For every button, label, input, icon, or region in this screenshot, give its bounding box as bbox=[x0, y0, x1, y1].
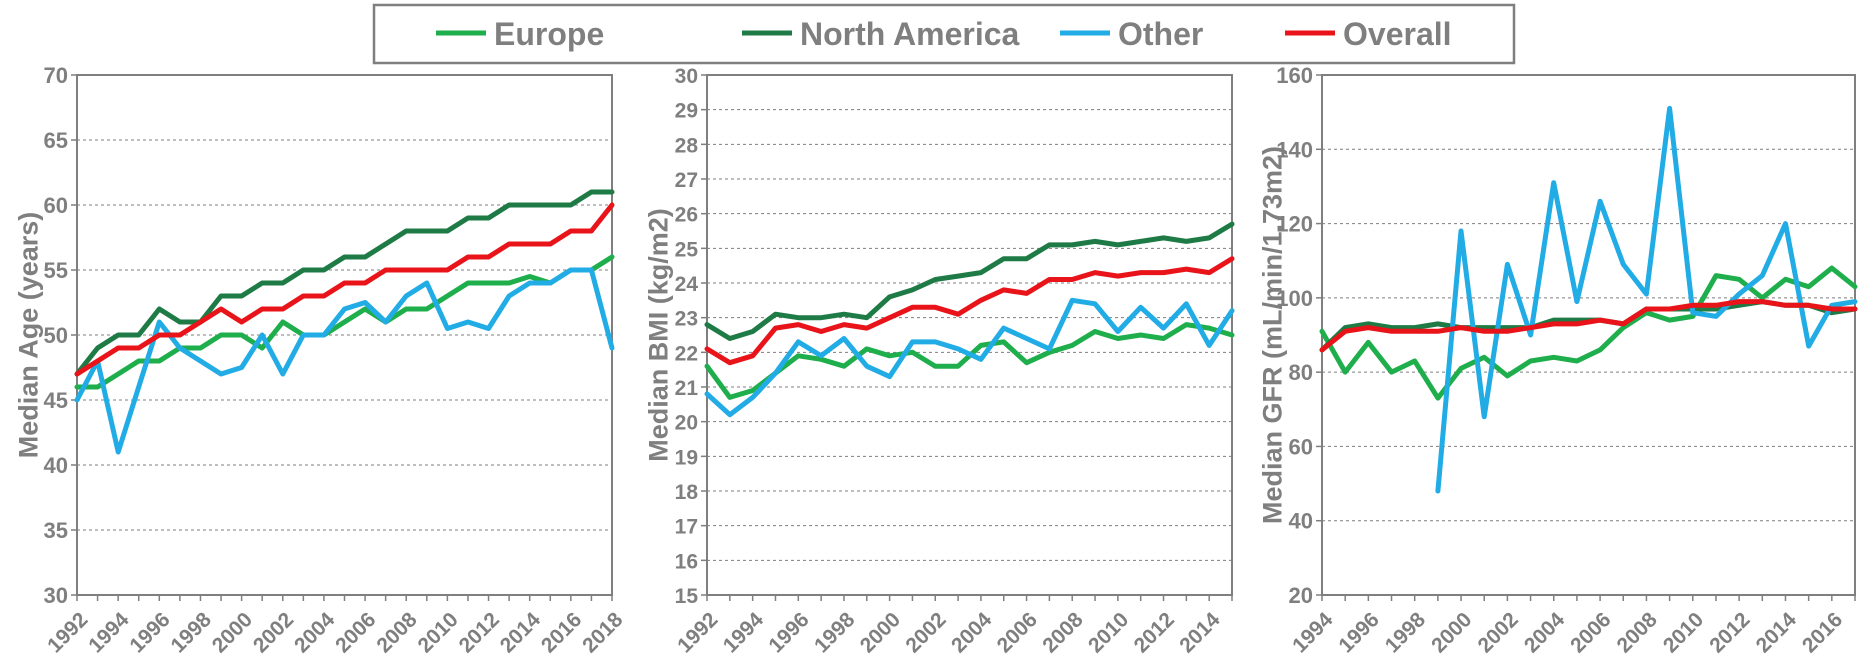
legend-label-europe: Europe bbox=[494, 16, 604, 52]
x-tick-label: 2016 bbox=[1798, 608, 1847, 657]
x-tick-label: 2012 bbox=[455, 608, 504, 657]
x-tick-label: 2016 bbox=[537, 608, 586, 657]
y-tick-label: 20 bbox=[1289, 583, 1313, 608]
x-tick-label: 2006 bbox=[993, 608, 1042, 657]
x-tick-label: 2000 bbox=[208, 608, 257, 657]
x-tick-label: 2010 bbox=[414, 608, 463, 657]
x-tick-label: 1996 bbox=[1334, 608, 1383, 657]
y-tick-label: 24 bbox=[675, 273, 699, 296]
age-chart-panel: 3035404550556065701992199419961998200020… bbox=[13, 63, 627, 657]
gfr-chart-panel: 20 40 60 80 100 120 140 160 19941996199820002002… bbox=[1257, 63, 1858, 658]
x-tick-label: 2004 bbox=[947, 608, 997, 658]
x-tick-label: 1998 bbox=[810, 608, 860, 658]
series-line-overall bbox=[704, 256, 1235, 366]
y-tick-label: 23 bbox=[675, 308, 698, 331]
y-tick-label: 25 bbox=[675, 238, 699, 261]
x-tick-label: 2002 bbox=[249, 608, 298, 657]
x-tick-label: 1998 bbox=[167, 608, 217, 658]
x-tick-label: 2008 bbox=[372, 608, 422, 658]
y-tick-label: 40 bbox=[44, 453, 68, 478]
y-tick-label: 17 bbox=[675, 516, 698, 539]
series-line-overall bbox=[1319, 299, 1858, 353]
y-tick-label: 70 bbox=[44, 63, 68, 88]
x-tick-label: 1994 bbox=[1288, 608, 1338, 658]
x-tick-label: 2002 bbox=[1474, 608, 1523, 657]
x-tick-label: 1994 bbox=[84, 608, 134, 658]
series-line-overall bbox=[74, 202, 615, 377]
x-tick-label: 1996 bbox=[764, 608, 813, 657]
y-tick-label: 15 bbox=[675, 585, 699, 608]
series-line-europe bbox=[1319, 265, 1858, 401]
y-tick-label: 45 bbox=[44, 388, 68, 413]
x-tick-label: 2000 bbox=[1427, 608, 1476, 657]
series-line-other bbox=[704, 297, 1235, 418]
x-tick-label: 2012 bbox=[1705, 608, 1754, 657]
series-line-north-america bbox=[74, 189, 615, 377]
series-line-north-america bbox=[1319, 299, 1858, 353]
x-tick-label: 2006 bbox=[331, 608, 380, 657]
legend-label-other: Other bbox=[1118, 16, 1203, 52]
x-tick-label: 2014 bbox=[1752, 608, 1802, 658]
x-tick-label: 2000 bbox=[856, 608, 905, 657]
x-tick-label: 2014 bbox=[1175, 608, 1225, 658]
y-tick-label: 28 bbox=[675, 134, 699, 157]
y-axis-label: Median BMI (kg/m2) bbox=[643, 208, 673, 462]
x-tick-label: 2014 bbox=[496, 608, 546, 658]
x-tick-label: 2002 bbox=[901, 608, 950, 657]
y-tick-label: 160 bbox=[1276, 63, 1313, 88]
y-tick-label: 20 bbox=[675, 412, 698, 435]
x-tick-label: 2008 bbox=[1038, 608, 1088, 658]
x-tick-label: 1996 bbox=[125, 608, 174, 657]
y-tick-label: 50 bbox=[44, 323, 68, 348]
y-tick-label: 55 bbox=[44, 258, 68, 283]
x-tick-label: 2008 bbox=[1613, 608, 1663, 658]
x-tick-label: 1992 bbox=[43, 608, 92, 657]
x-tick-label: 2004 bbox=[1520, 608, 1570, 658]
y-tick-label: 65 bbox=[44, 128, 68, 153]
y-tick-label: 26 bbox=[675, 204, 698, 227]
y-tick-label: 27 bbox=[675, 169, 698, 192]
x-tick-label: 1992 bbox=[673, 608, 722, 657]
y-tick-label: 100 bbox=[1276, 286, 1313, 311]
x-tick-label: 2006 bbox=[1566, 608, 1615, 657]
y-tick-label: 30 bbox=[44, 583, 68, 608]
x-tick-label: 2012 bbox=[1130, 608, 1179, 657]
y-tick-label: 21 bbox=[675, 377, 699, 400]
series-line-other bbox=[74, 267, 615, 455]
y-tick-label: 30 bbox=[675, 65, 698, 88]
legend-label-overall: Overall bbox=[1343, 16, 1452, 52]
series-line-north-america bbox=[704, 221, 1235, 341]
y-tick-label: 60 bbox=[44, 193, 68, 218]
y-tick-label: 16 bbox=[675, 550, 698, 573]
x-tick-label: 2010 bbox=[1084, 608, 1133, 657]
x-tick-label: 2018 bbox=[578, 608, 628, 658]
y-tick-label: 22 bbox=[675, 342, 698, 365]
series-line-other bbox=[1435, 105, 1858, 494]
series-line-europe bbox=[74, 254, 615, 390]
bmi-chart-panel: 15 16 17 18 19 20 21 22 23 24 25 26 27 28 29 30 19921994… bbox=[643, 65, 1235, 658]
legend: Europe North America Other Overall bbox=[372, 3, 1516, 65]
x-tick-label: 1994 bbox=[719, 608, 769, 658]
x-tick-label: 2010 bbox=[1659, 608, 1708, 657]
x-tick-label: 2004 bbox=[290, 608, 340, 658]
x-tick-label: 1998 bbox=[1381, 608, 1431, 658]
y-tick-label: 140 bbox=[1276, 137, 1313, 162]
y-tick-label: 60 bbox=[1289, 434, 1313, 459]
y-tick-label: 19 bbox=[675, 446, 698, 469]
y-tick-label: 40 bbox=[1289, 509, 1313, 534]
y-axis-label: Median GFR (mL/min/1.73m2) bbox=[1257, 146, 1287, 524]
y-axis-label: Median Age (years) bbox=[13, 212, 43, 459]
y-tick-label: 29 bbox=[675, 100, 698, 123]
y-tick-label: 80 bbox=[1289, 360, 1313, 385]
y-tick-label: 120 bbox=[1276, 212, 1313, 237]
plot-area bbox=[1321, 74, 1856, 596]
legend-label-north-america: North America bbox=[800, 16, 1020, 52]
y-tick-label: 35 bbox=[44, 518, 68, 543]
y-tick-label: 18 bbox=[675, 481, 699, 504]
